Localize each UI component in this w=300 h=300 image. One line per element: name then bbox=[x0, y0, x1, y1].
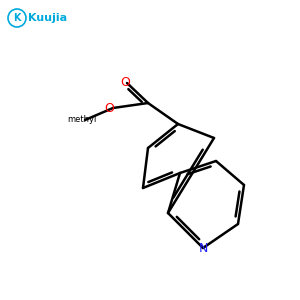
Text: O: O bbox=[104, 103, 114, 116]
Text: Kuujia: Kuujia bbox=[28, 13, 67, 23]
Text: O: O bbox=[120, 76, 130, 88]
Text: K: K bbox=[13, 13, 21, 23]
Text: methyl: methyl bbox=[67, 116, 97, 124]
Text: N: N bbox=[198, 242, 208, 256]
